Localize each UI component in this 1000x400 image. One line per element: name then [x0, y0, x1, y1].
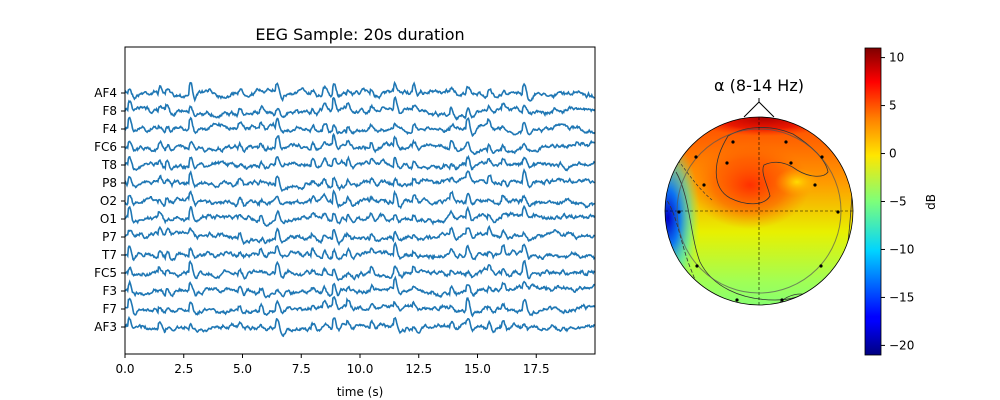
eeg-trace-f7	[124, 296, 596, 318]
eeg-title: EEG Sample: 20s duration	[255, 25, 464, 44]
colorbar-label: dB	[924, 194, 938, 210]
channel-label: P8	[102, 176, 117, 190]
eeg-trace-f3	[124, 275, 595, 299]
channel-label: P7	[102, 230, 117, 244]
sensor-marker	[780, 298, 784, 302]
time-tick-label: 0.0	[115, 362, 134, 376]
eeg-trace-o2	[124, 189, 596, 210]
colorbar-tick-label: 0	[889, 147, 897, 161]
channel-label: FC5	[94, 266, 117, 280]
channel-label: AF3	[94, 320, 117, 334]
eeg-trace-f4	[124, 116, 596, 138]
sensor-marker	[695, 264, 699, 268]
channel-label: AF4	[94, 86, 117, 100]
eeg-trace-p8	[124, 168, 595, 193]
colorbar-tick-label: −15	[889, 290, 914, 304]
time-tick-label: 10.0	[347, 362, 374, 376]
eeg-plot: EEG Sample: 20s duration AF4 F8 F4 FC6 T8 P8 O…	[94, 25, 596, 399]
sensor-marker	[813, 183, 817, 187]
sensor-marker	[820, 155, 824, 159]
colorbar-ticks: 10 5 0 −5 −10 −15 −20	[881, 51, 914, 352]
topomap-title: α (8-14 Hz)	[714, 76, 804, 95]
channel-label: F3	[102, 284, 117, 298]
eeg-trace-t7	[124, 241, 596, 262]
colorbar-tick-label: −5	[889, 195, 907, 209]
head-nose	[743, 101, 775, 118]
alpha-topomap: α (8-14 Hz)	[664, 76, 854, 306]
colorbar: 10 5 0 −5 −10 −15 −20 dB	[864, 47, 938, 356]
channel-label: O1	[100, 212, 117, 226]
channel-label: F7	[102, 302, 117, 316]
colorbar-gradient	[864, 47, 882, 356]
channel-label: O2	[100, 194, 117, 208]
eeg-traces	[124, 80, 596, 338]
sensor-marker	[836, 210, 840, 214]
channel-label: F8	[102, 104, 117, 118]
sensor-marker	[789, 161, 793, 165]
time-tick-label: 17.5	[523, 362, 550, 376]
time-tick-labels: 0.0 2.5 5.0 7.5 10.0 12.5 15.0 17.5	[115, 354, 550, 376]
sensor-markers	[677, 140, 840, 302]
time-tick-label: 2.5	[174, 362, 193, 376]
eeg-trace-fc5	[124, 259, 596, 282]
channel-label: T7	[101, 248, 117, 262]
channel-label: T8	[101, 158, 117, 172]
colorbar-tick-label: 10	[889, 51, 904, 65]
head-outline	[664, 116, 854, 306]
eeg-trace-p7	[124, 224, 595, 247]
eeg-trace-fc6	[124, 132, 595, 156]
eeg-trace-f8	[124, 96, 596, 121]
sensor-marker	[819, 264, 823, 268]
sensor-marker	[694, 155, 698, 159]
sensor-marker	[784, 140, 788, 144]
sensor-marker	[702, 183, 706, 187]
eeg-xlabel: time (s)	[337, 385, 384, 399]
sensor-marker	[731, 140, 735, 144]
time-tick-label: 7.5	[292, 362, 311, 376]
topomap-field	[665, 117, 853, 305]
eeg-trace-af4	[124, 80, 595, 103]
time-tick-label: 5.0	[233, 362, 252, 376]
time-tick-label: 15.0	[464, 362, 491, 376]
sensor-marker	[677, 210, 681, 214]
head-inner-circle	[676, 128, 842, 294]
channel-label: F4	[102, 122, 117, 136]
colorbar-tick-label: 5	[889, 99, 897, 113]
time-tick-label: 12.5	[405, 362, 432, 376]
eeg-trace-t8	[124, 154, 596, 172]
eeg-trace-af3	[124, 315, 596, 338]
channel-label: FC6	[94, 140, 117, 154]
channel-tick-labels: AF4 F8 F4 FC6 T8 P8 O2 O1 P7 T7 FC5 F3 F7 AF3	[94, 86, 125, 334]
eeg-trace-o1	[124, 204, 596, 228]
sensor-marker	[735, 298, 739, 302]
colorbar-tick-label: −10	[889, 242, 914, 256]
colorbar-tick-label: −20	[889, 338, 914, 352]
sensor-marker	[725, 161, 729, 165]
